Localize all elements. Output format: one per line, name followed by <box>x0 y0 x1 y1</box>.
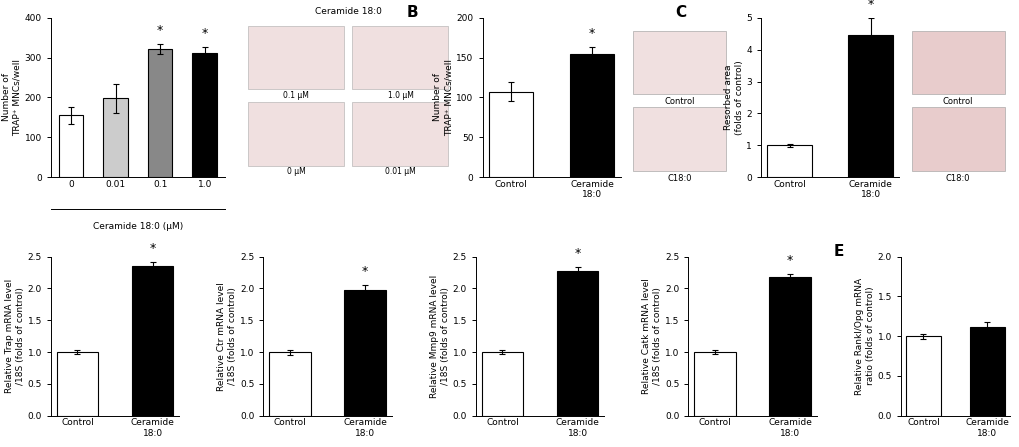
Text: *: * <box>202 27 208 40</box>
Bar <box>57 352 98 416</box>
Bar <box>131 266 173 416</box>
Bar <box>59 115 84 177</box>
Bar <box>353 26 448 89</box>
Bar <box>193 53 217 177</box>
Bar <box>481 352 523 416</box>
Text: 0.1 μM: 0.1 μM <box>283 91 309 100</box>
Text: Control: Control <box>942 97 972 106</box>
Y-axis label: Number of
TRAP⁺ MNCs/well: Number of TRAP⁺ MNCs/well <box>433 59 453 136</box>
Text: 0 μM: 0 μM <box>286 168 306 177</box>
Y-axis label: Relative Rankl/Opg mRNA
ratio (folds of control): Relative Rankl/Opg mRNA ratio (folds of … <box>854 278 874 395</box>
Text: Control: Control <box>663 97 694 106</box>
Text: *: * <box>150 241 156 254</box>
Bar <box>633 107 726 171</box>
Bar <box>570 54 613 177</box>
Y-axis label: Number of
TRAP⁺ MNCs/well: Number of TRAP⁺ MNCs/well <box>2 59 22 136</box>
Text: *: * <box>866 0 873 11</box>
Bar <box>248 26 343 89</box>
Bar <box>556 270 597 416</box>
Y-axis label: Resorbed area
(folds of control): Resorbed area (folds of control) <box>722 60 743 135</box>
Y-axis label: Relative Ctr mRNA level
/18S (folds of control): Relative Ctr mRNA level /18S (folds of c… <box>217 282 237 391</box>
Text: C18:0: C18:0 <box>666 174 691 183</box>
Title: Ceramide 18:0: Ceramide 18:0 <box>315 7 381 16</box>
Bar <box>766 145 811 177</box>
Text: *: * <box>786 253 793 266</box>
Bar <box>848 35 892 177</box>
Bar <box>248 102 343 166</box>
Bar <box>103 98 127 177</box>
Y-axis label: Relative Trap mRNA level
/18S (folds of control): Relative Trap mRNA level /18S (folds of … <box>5 279 24 393</box>
Bar <box>905 336 941 416</box>
Text: Ceramide 18:0 (μM): Ceramide 18:0 (μM) <box>93 222 182 231</box>
Y-axis label: Relative Mmp9 mRNA level
/18S (folds of control): Relative Mmp9 mRNA level /18S (folds of … <box>429 274 449 398</box>
Bar <box>344 290 385 416</box>
Text: C: C <box>675 5 686 20</box>
Y-axis label: Relative Catk mRNA level
/18S (folds of control): Relative Catk mRNA level /18S (folds of … <box>642 278 661 394</box>
Bar <box>353 102 448 166</box>
Text: *: * <box>157 24 163 37</box>
Bar <box>633 30 726 94</box>
Bar <box>911 30 1004 94</box>
Text: C18:0: C18:0 <box>945 174 969 183</box>
Bar <box>148 49 172 177</box>
Text: *: * <box>362 265 368 278</box>
Bar <box>969 327 1004 416</box>
Bar <box>269 352 311 416</box>
Text: B: B <box>407 5 418 20</box>
Bar <box>768 277 810 416</box>
Text: E: E <box>833 244 843 259</box>
Bar <box>488 92 533 177</box>
Text: 0.01 μM: 0.01 μM <box>385 168 416 177</box>
Bar <box>911 107 1004 171</box>
Bar <box>694 352 735 416</box>
Text: *: * <box>588 27 594 40</box>
Text: 1.0 μM: 1.0 μM <box>387 91 413 100</box>
Text: *: * <box>574 247 580 260</box>
